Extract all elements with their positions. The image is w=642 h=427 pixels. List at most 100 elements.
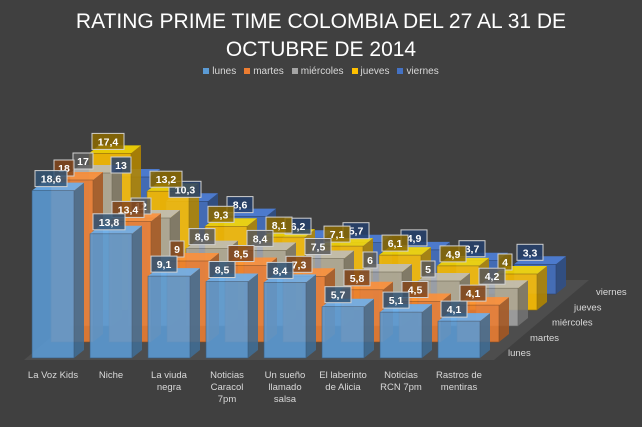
bar-lunes-4 [263, 274, 316, 359]
data-label: 6,1 [388, 238, 403, 250]
category-label: Rastros de [436, 370, 482, 381]
bar-side [306, 274, 316, 358]
data-label: 8,6 [195, 232, 210, 244]
data-label-box [304, 238, 332, 255]
bar-side [422, 304, 432, 358]
data-label-box [382, 291, 410, 309]
data-label: 4,2 [485, 271, 500, 283]
data-label-box [207, 205, 235, 223]
category-label: salsa [274, 394, 297, 405]
data-label: 18 [58, 163, 70, 175]
data-label: 5,8 [350, 273, 365, 285]
chart-title-line-1: RATING PRIME TIME COLOMBIA DEL 27 AL 31 … [75, 10, 567, 33]
legend-item-martes: martes [244, 66, 284, 77]
category-label: Niche [99, 370, 123, 381]
data-label: 4,1 [466, 288, 481, 300]
category-label: Un sueño [265, 370, 306, 381]
bar-side [364, 298, 374, 358]
data-label: 17 [77, 156, 89, 168]
bar-lunes-2 [147, 268, 200, 359]
bar-front [89, 233, 133, 359]
data-label-box [478, 267, 506, 285]
bar-side [190, 268, 200, 358]
data-label-box [149, 170, 183, 188]
data-label: 5,7 [349, 226, 364, 238]
data-label: 5,7 [331, 290, 346, 302]
category-label: 7pm [218, 394, 237, 405]
category-label: de Alicia [325, 382, 361, 393]
bar-lunes-0 [31, 182, 84, 359]
data-label-box [266, 261, 294, 279]
bar-lunes-1 [89, 225, 142, 359]
bar-front [147, 275, 191, 359]
bar-lunes-7 [437, 313, 490, 359]
data-label-box [227, 245, 255, 262]
legend-label: lunes [212, 66, 237, 77]
bar-side [518, 280, 528, 326]
series-axis-label: viernes [596, 287, 627, 298]
category-label: mentiras [441, 382, 478, 393]
series-axis-label: lunes [508, 348, 531, 359]
data-label-box [439, 245, 467, 263]
legend-item-lunes: lunes [203, 66, 236, 77]
bar-side [480, 313, 490, 358]
bar-lunes-3 [205, 273, 258, 359]
legend-swatch [291, 68, 298, 75]
data-label: 4,9 [446, 249, 461, 261]
bar-lunes-6 [379, 304, 432, 359]
category-label: Noticias [384, 370, 418, 381]
data-label: 3,3 [523, 247, 538, 259]
data-label: 8,1 [272, 220, 287, 232]
legend-item-miércoles: miércoles [291, 66, 344, 77]
bar-lunes-5 [321, 298, 374, 359]
legend-item-viernes: viernes [397, 66, 439, 77]
bar-front [205, 281, 249, 359]
data-label: 8,5 [215, 265, 230, 277]
series-axis-label: jueves [573, 302, 602, 313]
data-label-box [188, 228, 216, 246]
data-label: 9 [174, 244, 180, 256]
data-label-box [110, 156, 132, 174]
data-label-box [34, 170, 68, 188]
data-label: 8,5 [234, 249, 249, 261]
data-label: 17,4 [98, 136, 119, 148]
data-label: 8,6 [233, 200, 248, 212]
series-axis-label: martes [530, 333, 559, 344]
legend: lunes martes miércoles jueves viernes [0, 66, 642, 77]
data-label-box [420, 260, 436, 278]
data-label-box [440, 300, 468, 318]
data-label-box [208, 261, 236, 278]
data-label: 3,7 [465, 244, 480, 256]
category-label: La Voz Kids [28, 370, 78, 381]
data-label: 13,8 [99, 217, 120, 229]
data-label: 7,1 [330, 229, 345, 241]
bar-side [248, 273, 258, 358]
data-label-box [92, 213, 126, 231]
legend-swatch [244, 68, 251, 75]
data-label: 6 [367, 255, 373, 267]
legend-label: martes [253, 66, 284, 77]
bar-front [437, 320, 481, 359]
category-label: La viuda [151, 370, 188, 381]
category-label: Noticias [210, 370, 244, 381]
data-label: 4,5 [408, 285, 423, 297]
data-label: 6,2 [291, 221, 306, 233]
data-label-box [362, 251, 378, 269]
data-label-box [150, 255, 178, 273]
legend-item-jueves: jueves [351, 66, 389, 77]
chart-title: RATING PRIME TIME COLOMBIA DEL 27 AL 31 … [0, 8, 642, 64]
bar-front [321, 306, 365, 359]
bar-side [132, 225, 142, 358]
bar-front [263, 282, 307, 359]
legend-swatch [203, 68, 210, 75]
data-label-box [91, 132, 125, 150]
data-label-box [324, 286, 352, 304]
data-label-box [459, 284, 487, 302]
data-label: 7,3 [292, 259, 307, 271]
legend-swatch [397, 68, 404, 75]
category-label: RCN 7pm [380, 382, 422, 393]
bar-side [556, 256, 566, 294]
data-label: 9,1 [157, 259, 172, 271]
